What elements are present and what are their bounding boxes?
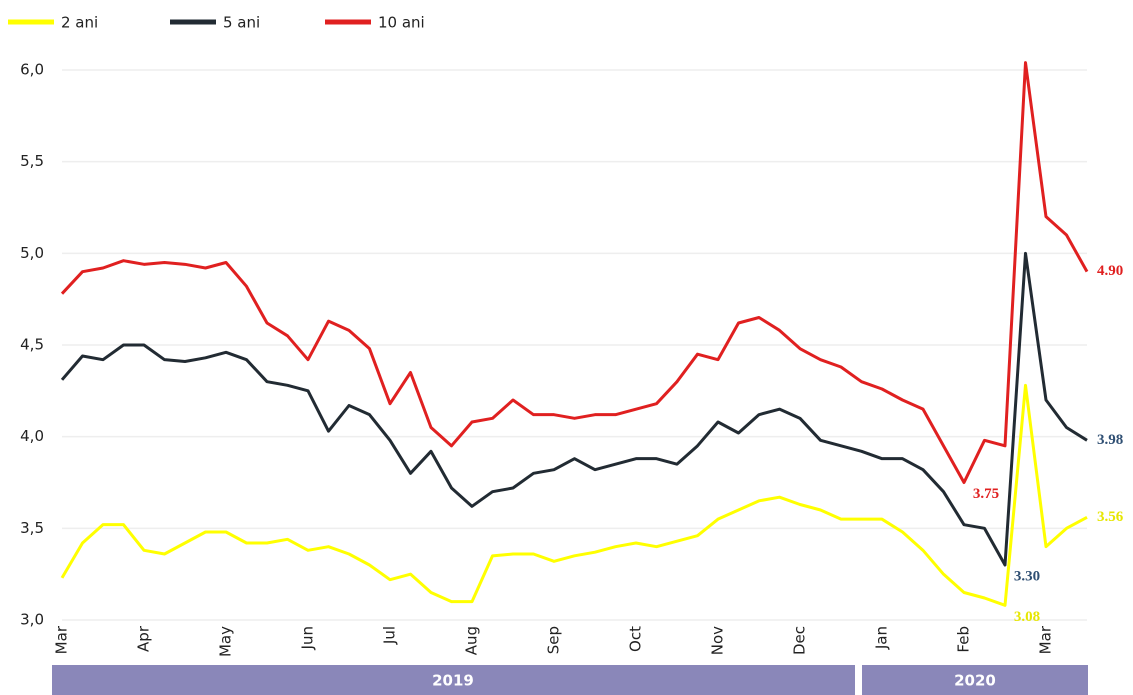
x-tick-label: Sep — [545, 626, 563, 654]
value-label: 3.75 — [973, 486, 999, 502]
y-tick-label: 3,5 — [20, 519, 44, 537]
line-series — [60, 251, 1088, 567]
y-tick-label: 4,0 — [20, 427, 44, 445]
year-band — [52, 665, 855, 695]
x-tick-label: Jun — [299, 626, 317, 650]
x-tick-label: May — [217, 626, 235, 657]
x-tick-label: Mar — [53, 625, 71, 654]
y-tick-label: 6,0 — [20, 61, 44, 79]
year-label: 2020 — [954, 672, 996, 690]
x-tick-label: Dec — [791, 626, 809, 655]
year-label: 2019 — [432, 672, 474, 690]
x-tick-label: Mar — [1037, 625, 1055, 654]
x-tick-label: Apr — [135, 625, 153, 652]
x-tick-label: Aug — [463, 626, 481, 655]
line-series — [60, 383, 1088, 607]
legend-label: 2 ani — [61, 14, 98, 32]
y-tick-label: 4,5 — [20, 336, 44, 354]
value-label: 4.90 — [1097, 263, 1123, 279]
value-label: 3.08 — [1014, 609, 1040, 625]
y-tick-label: 5,5 — [20, 152, 44, 170]
y-tick-label: 5,0 — [20, 244, 44, 262]
x-tick-label: Jul — [381, 626, 399, 645]
value-label: 3.56 — [1097, 509, 1124, 525]
y-tick-label: 3,0 — [20, 611, 44, 629]
value-label: 3.30 — [1014, 568, 1040, 584]
year-band — [862, 665, 1088, 695]
value-label: 3.98 — [1097, 432, 1123, 448]
x-tick-label: Oct — [627, 626, 645, 652]
legend-label: 5 ani — [223, 14, 260, 32]
x-tick-label: Feb — [955, 626, 973, 653]
legend-label: 10 ani — [378, 14, 425, 32]
x-tick-label: Jan — [873, 626, 891, 650]
x-tick-label: Nov — [709, 626, 727, 655]
line-series — [60, 61, 1089, 484]
